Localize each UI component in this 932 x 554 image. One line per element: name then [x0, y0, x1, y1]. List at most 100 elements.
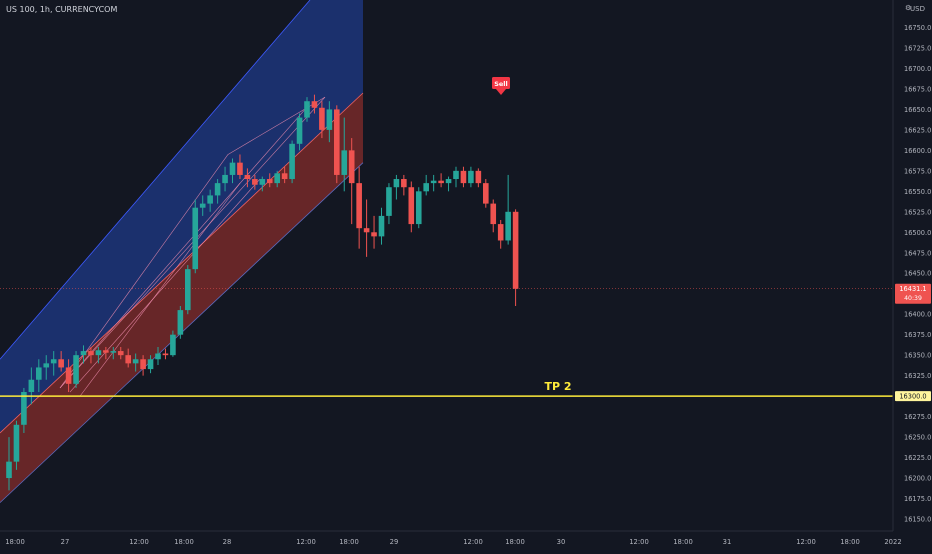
time-tick-label: 18:00: [840, 538, 860, 546]
candle: [43, 355, 50, 380]
candle: [408, 181, 415, 233]
candle-body: [58, 359, 64, 368]
price-axis[interactable]: 16150.0 16175.0 16200.0 16225.0 16250.0 16275…: [892, 0, 932, 550]
price-tick-label: 16675.0: [904, 85, 931, 93]
candle: [274, 170, 280, 188]
candle-body: [490, 203, 497, 225]
countdown-text: 40:39: [904, 295, 922, 302]
candle-body: [453, 170, 459, 180]
settings-gear-icon[interactable]: ⚙: [905, 4, 912, 12]
candle: [371, 215, 377, 249]
price-tick-label: 16450.0: [904, 270, 931, 278]
candle-body: [65, 367, 72, 384]
pitchfork-line: [69, 178, 261, 393]
candle-body: [445, 179, 452, 184]
time-tick-label: 18:00: [5, 538, 25, 546]
symbol-title: US 100, 1h, CURRENCYCOM: [6, 5, 118, 14]
current-price-tag-text: 16431.1: [899, 285, 926, 293]
price-tick-label: 16150.0: [904, 516, 931, 524]
price-tick-label: 16500.0: [904, 229, 931, 237]
current-price-tag: 16431.1 40:39: [895, 283, 931, 304]
signal-markers[interactable]: Sell: [492, 77, 510, 95]
price-tick-label: 16575.0: [904, 167, 931, 175]
candle-body: [214, 183, 221, 196]
candle: [6, 437, 12, 491]
candle-body: [401, 179, 407, 188]
price-tick-label: 16400.0: [904, 311, 931, 319]
time-tick-label: 31: [723, 538, 732, 546]
candle: [497, 219, 504, 249]
price-tick-label: 16750.0: [904, 24, 931, 32]
candle-body: [192, 207, 199, 270]
price-tick-label: 16550.0: [904, 188, 931, 196]
candle: [401, 174, 407, 196]
candle: [177, 306, 184, 339]
price-axis-bg: [893, 0, 932, 550]
candle: [252, 174, 258, 190]
candle-body: [155, 353, 161, 360]
candle: [259, 176, 266, 192]
candle: [334, 105, 340, 184]
candle-body: [95, 350, 102, 356]
time-tick-label: 18:00: [339, 538, 359, 546]
candle: [356, 166, 362, 249]
candle-body: [430, 180, 437, 184]
candle-body: [140, 359, 146, 370]
candle-body: [125, 355, 131, 364]
tp-level[interactable]: TP 2: [0, 380, 893, 397]
candle-body: [415, 191, 422, 225]
candle-body: [162, 353, 169, 356]
candle: [296, 113, 303, 151]
time-tick-label: 27: [61, 538, 70, 546]
candle-body: [274, 173, 280, 184]
candle-body: [103, 350, 109, 353]
level-price-tag-bg: [895, 391, 931, 402]
candle: [423, 174, 429, 196]
candle: [505, 174, 511, 245]
candle-body: [229, 162, 236, 175]
candle-body: [21, 392, 27, 425]
candle-body: [326, 109, 333, 130]
time-tick-label: 18:00: [673, 538, 693, 546]
candle-body: [371, 232, 377, 237]
candle: [244, 168, 251, 188]
candle: [445, 176, 452, 192]
channel-upper-band: [0, 0, 363, 433]
current-price-tag-bg: [895, 283, 931, 304]
price-tick-label: 16650.0: [904, 106, 931, 114]
candle: [36, 359, 42, 393]
time-axis[interactable]: 18:00 27 12:00 18:00 28 12:00 18:00 29 12:00 18:0…: [0, 530, 932, 550]
candle: [483, 179, 489, 208]
candle-body: [13, 424, 20, 462]
candle-body: [356, 183, 362, 229]
candle: [73, 351, 79, 388]
price-tick-label: 16225.0: [904, 454, 931, 462]
candle-body: [36, 367, 42, 380]
candle-body: [512, 211, 519, 289]
candle-body: [319, 107, 325, 130]
candle: [475, 168, 482, 188]
candle: [132, 353, 139, 372]
candle: [378, 207, 385, 245]
candle: [155, 346, 161, 365]
price-tick-label: 16475.0: [904, 249, 931, 257]
candle: [363, 199, 370, 257]
candle-body: [110, 351, 117, 353]
candle-body: [505, 211, 511, 241]
sell-marker-arrow: [496, 89, 506, 95]
candle: [512, 209, 519, 307]
candle-body: [341, 150, 348, 175]
candle-body: [378, 215, 385, 237]
candle-body: [117, 351, 124, 356]
candle: [289, 140, 295, 184]
price-tick-label: 16200.0: [904, 475, 931, 483]
candle: [28, 367, 35, 405]
candle: [58, 351, 64, 372]
time-tick-label: 29: [390, 538, 399, 546]
time-tick-label: 28: [223, 538, 232, 546]
candle-body: [259, 179, 266, 185]
candle: [192, 199, 199, 274]
candle-body: [73, 355, 79, 384]
